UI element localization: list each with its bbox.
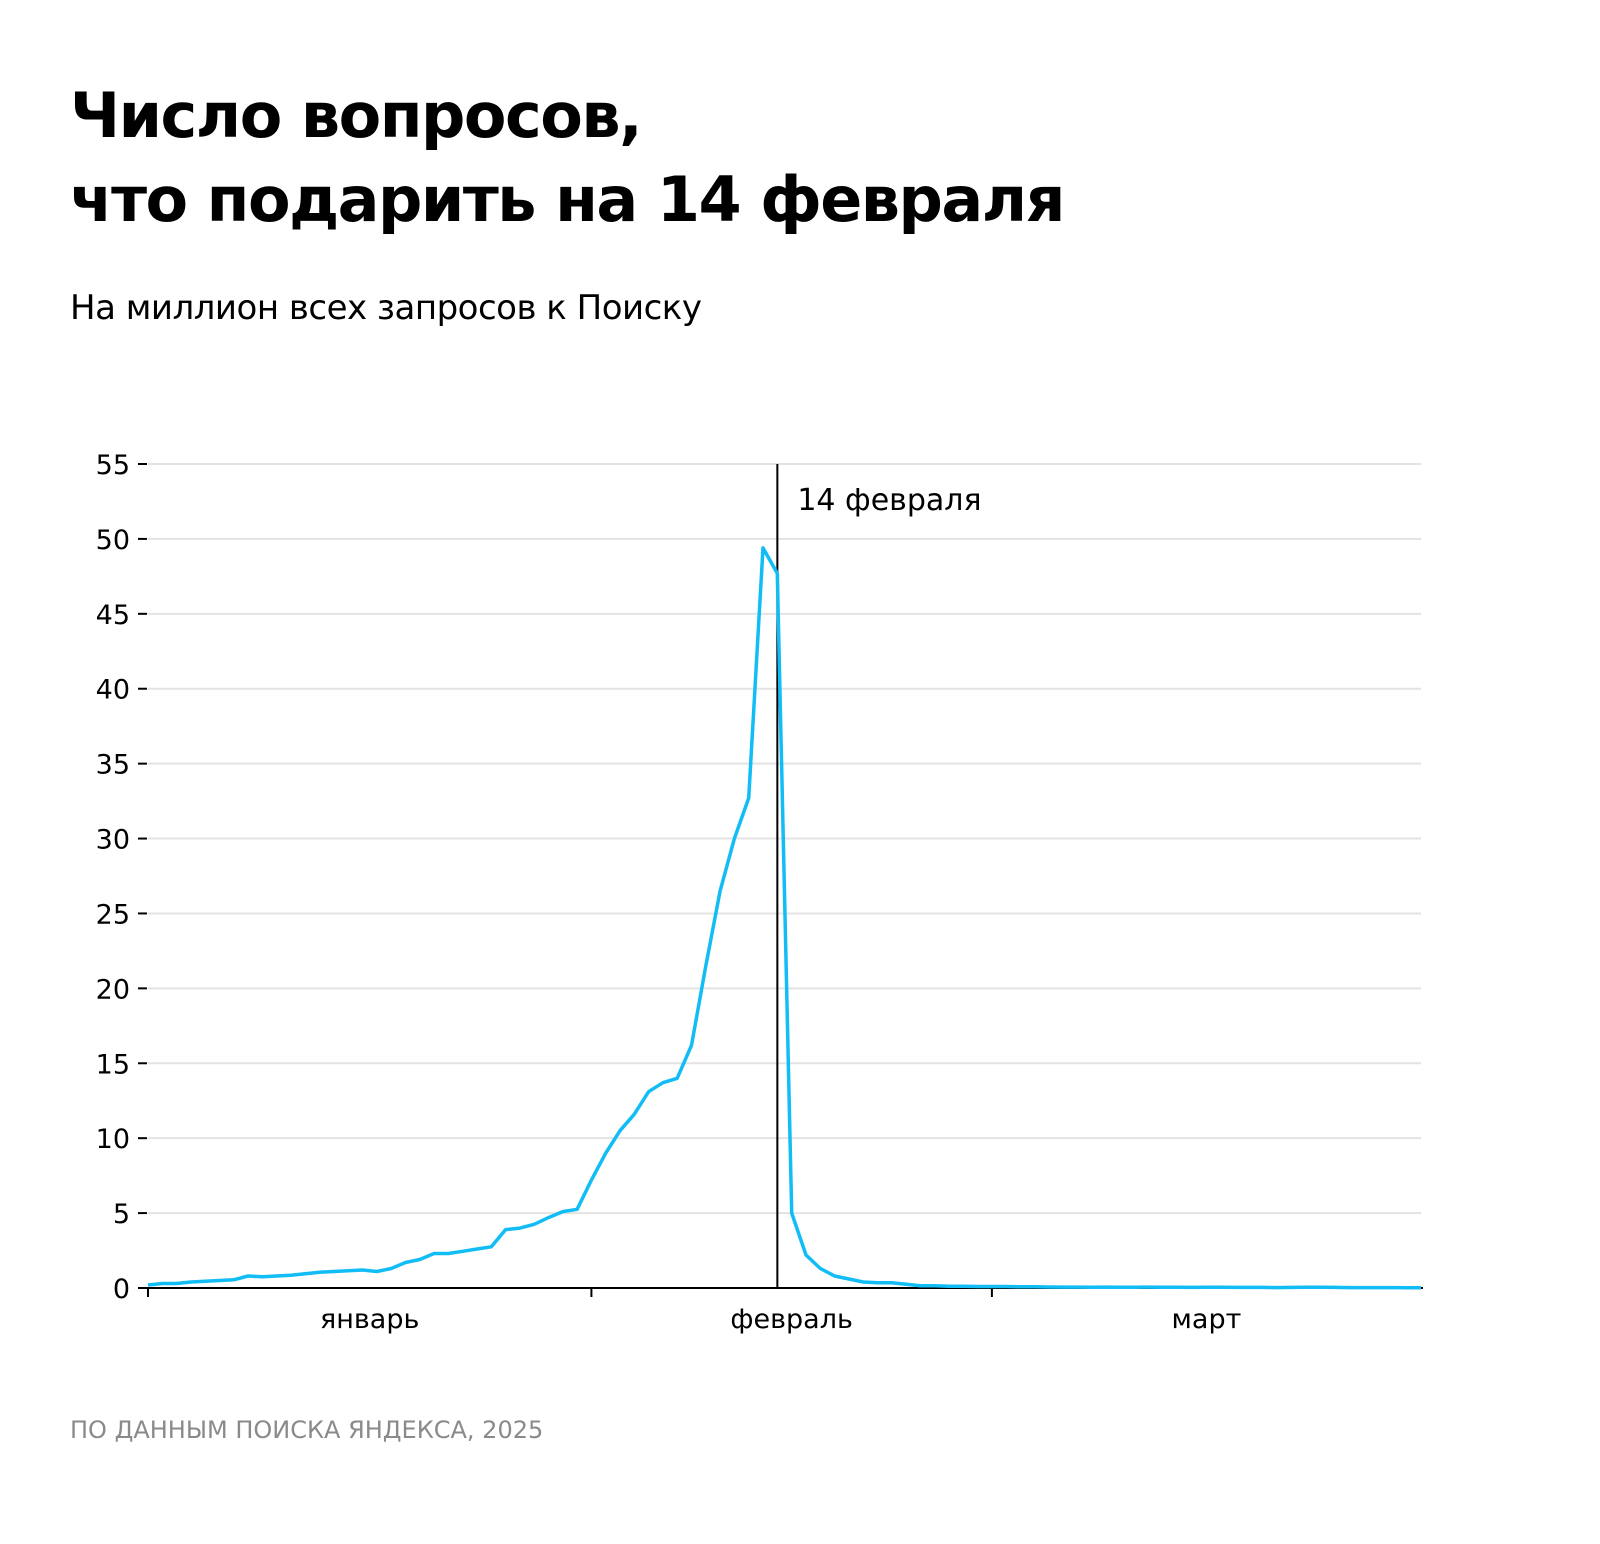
annotation-label: 14 февраля [797,483,981,518]
y-tick-label: 40 [96,675,130,706]
y-tick-label: 20 [96,974,130,1005]
x-tick-label-1: февраль [730,1304,852,1335]
y-tick-label: 0 [113,1274,130,1305]
y-tick-label: 15 [96,1049,130,1080]
chart-title: Число вопросов, что подарить на 14 февра… [70,74,1065,242]
y-tick-label: 50 [96,525,130,556]
x-tick-label-2: март [1172,1304,1242,1335]
y-tick-label: 10 [96,1124,130,1155]
y-tick-label: 25 [96,899,130,930]
y-tick-label: 55 [96,450,130,481]
series-line [147,546,1421,1290]
source-note: ПО ДАННЫМ ПОИСКА ЯНДЕКСА, 2025 [70,1416,544,1444]
x-tick-label-0: январь [320,1304,419,1335]
chart-subtitle: На миллион всех запросов к Поиску [70,288,702,328]
line-chart: 0 5 10 15 20 25 30 35 40 45 50 55 январь февраль март 1… [96,450,1423,1335]
title-line-1: Число вопросов, [70,79,643,152]
y-tick-label: 5 [113,1199,130,1230]
title-line-2: что подарить на 14 февраля [70,163,1065,236]
y-tick-label: 35 [96,750,130,781]
y-tick-label: 30 [96,825,130,856]
y-tick-label: 45 [96,600,130,631]
